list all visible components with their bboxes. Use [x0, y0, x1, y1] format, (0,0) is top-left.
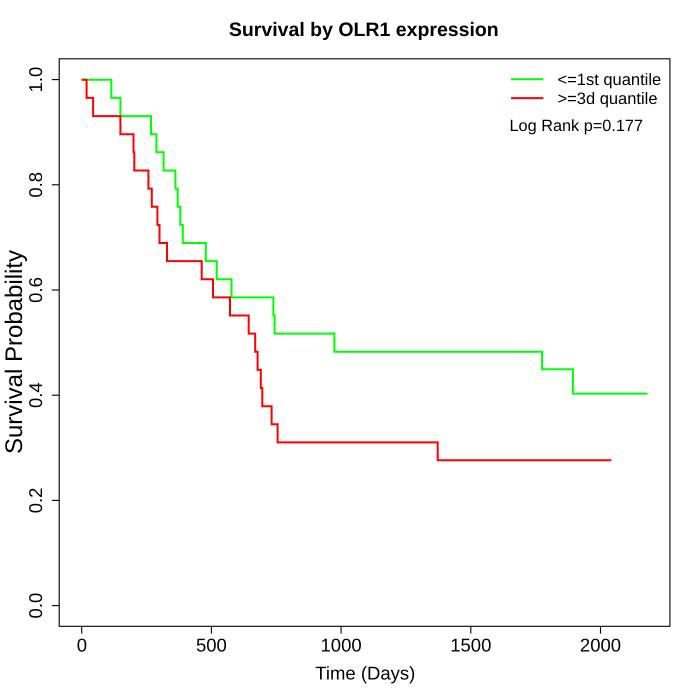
svg-text:1.0: 1.0 — [25, 67, 46, 93]
svg-text:0: 0 — [77, 634, 87, 655]
svg-text:<=1st quantile: <=1st quantile — [558, 71, 662, 89]
svg-text:>=3d quantile: >=3d quantile — [558, 90, 658, 108]
svg-text:Survival Probability: Survival Probability — [1, 250, 28, 454]
svg-text:Survival by OLR1 expression: Survival by OLR1 expression — [229, 19, 499, 41]
svg-text:0.8: 0.8 — [25, 172, 46, 198]
svg-text:0.2: 0.2 — [25, 488, 46, 514]
svg-text:1000: 1000 — [321, 634, 362, 655]
svg-text:2000: 2000 — [580, 634, 621, 655]
svg-text:Time (Days): Time (Days) — [315, 663, 415, 684]
svg-text:0.4: 0.4 — [25, 382, 46, 408]
svg-text:0.6: 0.6 — [25, 277, 46, 303]
svg-text:1500: 1500 — [450, 634, 491, 655]
svg-text:0.0: 0.0 — [25, 593, 46, 619]
svg-text:500: 500 — [196, 634, 227, 655]
svg-text:Log Rank p=0.177: Log Rank p=0.177 — [510, 117, 644, 135]
